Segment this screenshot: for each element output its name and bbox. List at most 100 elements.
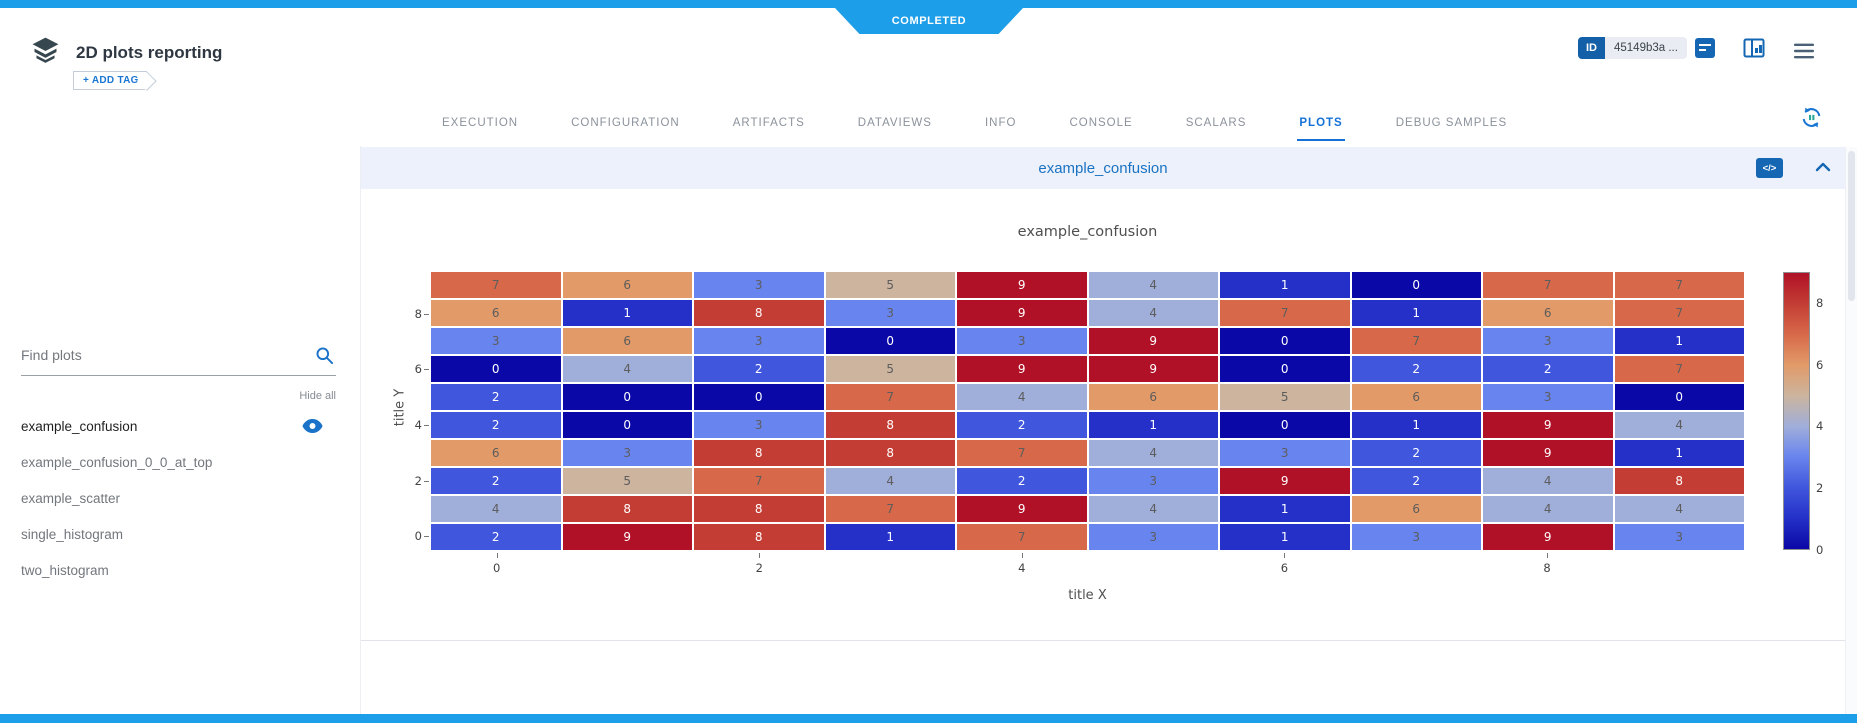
heatmap-cell: 3 — [1351, 524, 1481, 550]
heatmap-cell: 4 — [1088, 300, 1218, 326]
plot-list-item[interactable]: example_confusion — [0, 408, 361, 444]
heatmap-cell: 8 — [694, 300, 824, 326]
heatmap-cell: 7 — [694, 468, 824, 494]
tab-debug-samples[interactable]: DEBUG SAMPLES — [1395, 117, 1508, 129]
find-plots-field — [21, 338, 336, 376]
heatmap-cell: 2 — [431, 524, 561, 550]
heatmap-cell: 0 — [1220, 412, 1350, 438]
heatmap-cell: 2 — [431, 468, 561, 494]
heatmap-cell: 2 — [431, 412, 561, 438]
heatmap-cell: 6 — [1351, 384, 1481, 410]
heatmap-cell: 0 — [1220, 328, 1350, 354]
heatmap-cell: 9 — [957, 272, 1087, 298]
heatmap-cell: 5 — [825, 356, 955, 382]
heatmap-cell: 4 — [1088, 496, 1218, 522]
x-axis-tick-label: 2 — [755, 561, 763, 575]
colorbar — [1783, 272, 1810, 550]
heatmap-cell: 7 — [1351, 328, 1481, 354]
tab-configuration[interactable]: CONFIGURATION — [571, 117, 680, 129]
heatmap-cell: 3 — [694, 412, 824, 438]
y-axis-tick-label: 6 — [414, 362, 422, 377]
tab-console[interactable]: CONSOLE — [1069, 117, 1133, 129]
x-axis-tick-mark — [496, 553, 498, 558]
heatmap-cell: 3 — [1483, 384, 1613, 410]
y-axis-tick-label: 2 — [414, 473, 422, 488]
tab-plots[interactable]: PLOTS — [1297, 110, 1345, 141]
plot-section-header: example_confusion </> — [361, 147, 1845, 189]
add-tag-button[interactable]: + ADD TAG — [73, 71, 147, 90]
plot-list-item-label: example_confusion — [21, 418, 138, 434]
side-panel-chart-icon[interactable] — [1743, 37, 1765, 59]
colorbar-tick-label: 4 — [1816, 419, 1824, 434]
x-axis-tick-label: 0 — [492, 561, 501, 575]
heatmap-cell: 9 — [1220, 468, 1350, 494]
tab-scalars[interactable]: SCALARS — [1185, 117, 1247, 129]
tab-execution[interactable]: EXECUTION — [442, 117, 519, 129]
hide-all-link[interactable]: Hide all — [299, 390, 336, 402]
id-badge: ID — [1578, 37, 1605, 59]
heatmap-cell: 6 — [431, 440, 561, 466]
heatmap-cell: 7 — [1614, 356, 1744, 382]
heatmap-cell: 1 — [1351, 412, 1481, 438]
search-input[interactable] — [21, 338, 306, 372]
x-axis-tick-mark — [1547, 553, 1549, 558]
heatmap-cell: 4 — [957, 384, 1087, 410]
plot-list-item[interactable]: example_scatter — [0, 480, 361, 516]
heatmap-cell: 6 — [1351, 496, 1481, 522]
eye-icon[interactable] — [302, 418, 323, 434]
tab-dataviews[interactable]: DATAVIEWS — [857, 117, 932, 129]
heatmap-cell: 7 — [1220, 300, 1350, 326]
heatmap-cell: 8 — [694, 524, 824, 550]
search-icon[interactable] — [315, 346, 334, 365]
notes-icon[interactable] — [1694, 37, 1716, 59]
plot-list-item-label: two_histogram — [21, 562, 109, 578]
scrollbar[interactable] — [1845, 147, 1857, 714]
heatmap-cell: 0 — [825, 328, 955, 354]
plot-list-item[interactable]: two_histogram — [0, 552, 361, 588]
chart-title: example_confusion — [1017, 224, 1158, 240]
colorbar-tick-label: 0 — [1816, 543, 1824, 557]
tab-artifacts[interactable]: ARTIFACTS — [732, 117, 805, 129]
heatmap-cell: 0 — [1351, 272, 1481, 298]
y-axis-tick-mark — [424, 369, 429, 371]
heatmap-cell: 4 — [1614, 412, 1744, 438]
heatmap-cell: 6 — [431, 300, 561, 326]
view-code-icon[interactable]: </> — [1756, 158, 1783, 178]
heatmap-cell: 1 — [825, 524, 955, 550]
tab-info[interactable]: INFO — [984, 117, 1017, 129]
heatmap-cell: 5 — [825, 272, 955, 298]
section-divider — [361, 640, 1845, 641]
chevron-up-icon[interactable] — [1815, 161, 1831, 173]
heatmap-cell: 9 — [1483, 524, 1613, 550]
heatmap-cell: 3 — [1220, 440, 1350, 466]
plot-list: example_confusion example_confusion_0_0_a… — [0, 408, 361, 588]
plot-list-item[interactable]: single_histogram — [0, 516, 361, 552]
heatmap-cell: 9 — [1088, 328, 1218, 354]
plot-list-item[interactable]: example_confusion_0_0_at_top — [0, 444, 361, 480]
heatmap-cell: 3 — [431, 328, 561, 354]
heatmap-cell: 3 — [694, 272, 824, 298]
heatmap-cell: 0 — [562, 384, 692, 410]
heatmap-cell: 7 — [1614, 300, 1744, 326]
scrollbar-thumb[interactable] — [1848, 151, 1855, 301]
heatmap-cell: 3 — [1088, 468, 1218, 494]
heatmap-cell: 7 — [825, 496, 955, 522]
heatmap-cell: 1 — [1614, 440, 1744, 466]
heatmap-cell: 1 — [562, 300, 692, 326]
bottom-accent-bar — [0, 714, 1857, 723]
heatmap-cell: 4 — [1483, 468, 1613, 494]
auto-refresh-icon[interactable] — [1799, 105, 1824, 130]
x-axis-tick-mark — [1021, 553, 1023, 558]
heatmap-cell: 1 — [1220, 496, 1350, 522]
heatmap-cell: 0 — [562, 412, 692, 438]
heatmap-cell: 7 — [1483, 272, 1613, 298]
experiment-id-value[interactable]: 45149b3a ... — [1605, 37, 1687, 59]
plot-list-item-label: example_confusion_0_0_at_top — [21, 454, 213, 470]
x-axis-title: title X — [1068, 588, 1107, 603]
heatmap-cell: 3 — [1483, 328, 1613, 354]
heatmap-cell: 1 — [1351, 300, 1481, 326]
menu-icon[interactable] — [1793, 40, 1815, 62]
heatmap-cell: 1 — [1614, 328, 1744, 354]
heatmap-cell: 6 — [562, 272, 692, 298]
